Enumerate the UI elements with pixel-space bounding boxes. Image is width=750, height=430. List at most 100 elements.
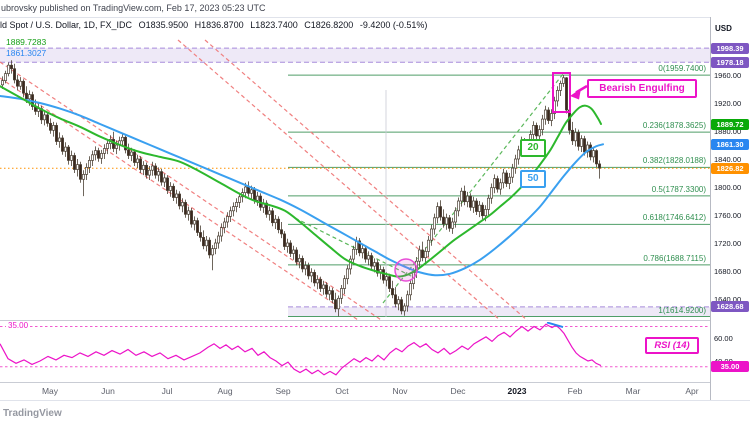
candle [352,248,355,260]
month-label[interactable]: Jun [101,386,115,396]
candle [25,92,28,100]
candle [19,80,22,87]
candle [85,167,88,175]
candle [592,150,595,158]
candle [82,174,85,180]
month-label[interactable]: Mar [625,386,641,396]
candle [535,125,538,137]
main-pane [0,39,710,321]
ma20-tag[interactable]: 20 [520,139,546,157]
price-tick-label: 1800.00 [714,183,742,192]
candle [493,178,496,189]
price-tick-label: 1880.00 [714,127,742,136]
candle [319,279,322,289]
fib-level-label: 0.618(1746.6412) [642,213,706,223]
candle [325,284,328,295]
engulfing-arrow [570,88,581,100]
candle [430,228,433,241]
descending-channel-line [177,39,503,321]
candle [349,258,352,270]
month-label[interactable]: Sep [275,386,291,396]
candle [436,206,439,219]
candle [277,218,280,231]
candle [409,283,412,296]
candle [184,202,187,215]
candle [73,155,76,170]
candle [331,290,334,301]
month-label[interactable]: Aug [217,386,233,396]
candle [571,129,574,142]
candle [235,202,238,207]
candle [208,239,211,256]
candle [61,137,64,152]
candle [10,64,13,70]
descending-channel-line [204,39,530,321]
candle [274,218,277,224]
candle [589,144,592,158]
fib-level-label: 0(1959.7400) [658,64,706,74]
candle [457,200,460,212]
candle [538,129,541,137]
candle [232,206,235,212]
candle [283,233,286,247]
candle [106,143,109,149]
price-axis[interactable] [711,17,750,400]
month-label[interactable]: Feb [567,386,583,396]
candle [91,154,94,161]
candle [421,249,424,259]
candle [445,217,448,225]
rsi-indicator-label[interactable]: RSI (14) [645,337,699,354]
month-label[interactable]: Apr [685,386,699,396]
candle [253,189,256,201]
month-label[interactable]: Oct [335,386,349,396]
bearish-engulfing-label[interactable]: Bearish Engulfing [587,79,697,98]
candle [298,258,301,263]
candle [310,272,313,277]
candle [382,269,385,281]
candle [547,109,550,121]
ma50-tag[interactable]: 50 [520,170,546,188]
price-tick-label: 1920.00 [714,99,742,108]
ma20-value-label: 1889.7283 [6,37,47,47]
ma-cross-circle [394,258,418,282]
candle [49,122,52,131]
candle [67,146,70,161]
candle [487,197,490,210]
candle [559,83,562,91]
candle [223,221,226,228]
candle [166,177,169,191]
candle [346,268,349,280]
candle [142,164,145,170]
candle [76,164,79,170]
price-tick-label: 1680.00 [714,267,742,276]
candle [595,150,598,165]
rsi-axis-badge: 35.00 [711,361,749,373]
candle [583,138,586,153]
candle [361,248,364,254]
month-label[interactable]: Nov [392,386,408,396]
symbol-title[interactable]: ld Spot / U.S. Dollar, 1D, FX_IDC [0,20,133,30]
candle [499,182,502,190]
ohlc-high: H1836.8700 [194,20,244,30]
tradingview-watermark: TradingView [3,408,62,419]
candle [532,125,535,135]
month-label[interactable]: 2023 [507,386,527,396]
candle [265,202,268,215]
month-label[interactable]: Dec [450,386,466,396]
candle [286,242,289,247]
candle [307,265,310,277]
candle [367,255,370,260]
candle [508,176,511,184]
candle [64,146,67,152]
month-label[interactable]: May [41,386,59,396]
candle [190,210,193,225]
candle [244,186,247,193]
candle [217,235,220,244]
candle [133,151,136,163]
candle [4,73,7,81]
candle [439,206,442,218]
candle [154,165,157,176]
month-label[interactable]: Jul [161,386,173,396]
